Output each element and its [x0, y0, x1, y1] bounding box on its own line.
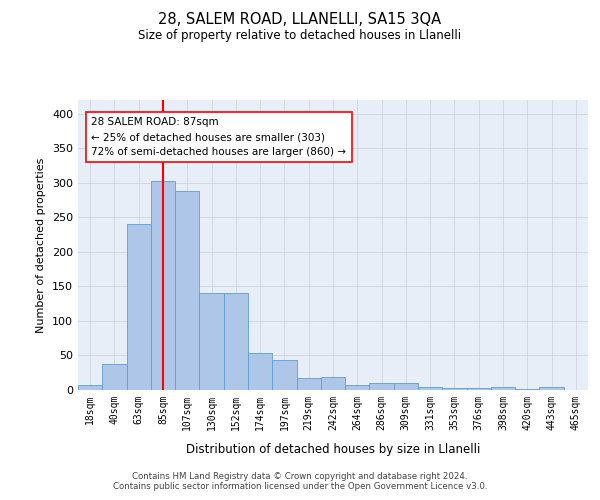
Text: Distribution of detached houses by size in Llanelli: Distribution of detached houses by size … — [186, 442, 480, 456]
Bar — [345, 385, 370, 390]
Text: Size of property relative to detached houses in Llanelli: Size of property relative to detached ho… — [139, 29, 461, 42]
Bar — [151, 181, 175, 390]
Bar — [442, 388, 467, 390]
Bar — [199, 294, 224, 390]
Bar — [224, 294, 248, 390]
Bar — [296, 378, 321, 390]
Bar — [102, 364, 127, 390]
Text: 28 SALEM ROAD: 87sqm
← 25% of detached houses are smaller (303)
72% of semi-deta: 28 SALEM ROAD: 87sqm ← 25% of detached h… — [91, 118, 346, 157]
Bar — [78, 385, 102, 390]
Bar — [248, 354, 272, 390]
Bar — [321, 377, 345, 390]
Bar — [418, 386, 442, 390]
Text: Contains HM Land Registry data © Crown copyright and database right 2024.: Contains HM Land Registry data © Crown c… — [132, 472, 468, 481]
Y-axis label: Number of detached properties: Number of detached properties — [37, 158, 46, 332]
Bar — [394, 383, 418, 390]
Bar — [467, 388, 491, 390]
Text: Contains public sector information licensed under the Open Government Licence v3: Contains public sector information licen… — [113, 482, 487, 491]
Bar — [272, 360, 296, 390]
Bar — [539, 387, 564, 390]
Text: 28, SALEM ROAD, LLANELLI, SA15 3QA: 28, SALEM ROAD, LLANELLI, SA15 3QA — [158, 12, 442, 28]
Bar — [491, 387, 515, 390]
Bar — [175, 191, 199, 390]
Bar — [127, 224, 151, 390]
Bar — [370, 383, 394, 390]
